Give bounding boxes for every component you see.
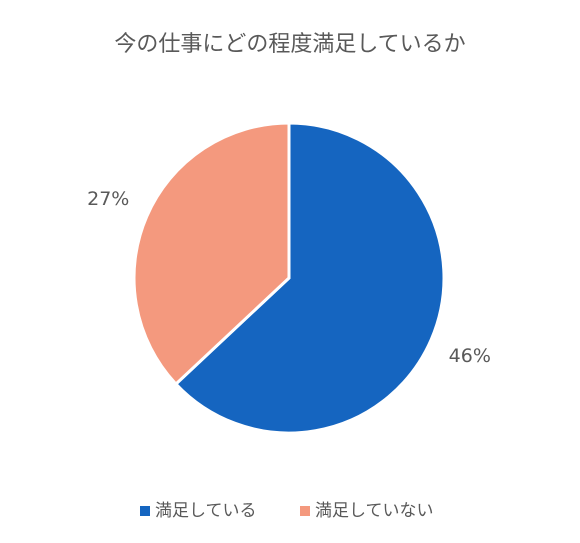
data-label: 46%	[449, 345, 491, 367]
pie-slice	[132, 121, 291, 387]
pie-slice	[173, 121, 446, 435]
chart-title: 今の仕事にどの程度満足しているか	[114, 32, 465, 57]
legend-label: 満足していない	[315, 501, 434, 521]
legend-swatch	[300, 506, 310, 516]
data-label: 27%	[87, 188, 129, 210]
legend-swatch	[140, 506, 150, 516]
legend-label: 満足している	[155, 501, 257, 521]
